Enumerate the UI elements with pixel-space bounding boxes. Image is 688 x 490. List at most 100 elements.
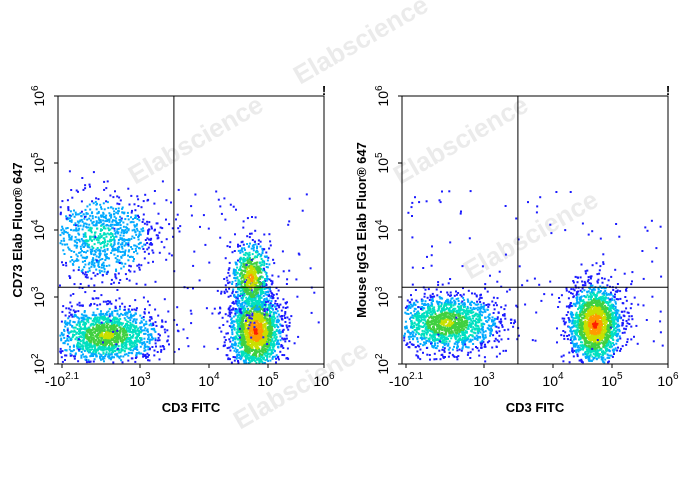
event-dot	[150, 334, 153, 337]
event-dot	[261, 259, 264, 262]
event-dot	[121, 329, 124, 332]
event-dot	[134, 214, 137, 217]
event-dot	[129, 349, 132, 351]
event-dot	[277, 313, 280, 316]
event-dot	[233, 359, 236, 362]
event-dot	[258, 337, 261, 340]
event-dot	[77, 229, 80, 232]
event-dot	[226, 245, 229, 248]
event-dot	[255, 345, 258, 348]
event-dot	[263, 340, 266, 343]
event-dot	[131, 357, 134, 360]
event-dot	[144, 332, 147, 335]
event-dot	[235, 296, 238, 299]
event-dot	[231, 280, 234, 283]
event-dot	[94, 339, 97, 342]
event-dot	[114, 345, 117, 348]
event-dot	[286, 306, 289, 309]
event-dot	[248, 273, 250, 276]
event-dot	[286, 301, 288, 304]
event-dot	[123, 336, 126, 339]
event-dot	[248, 324, 251, 327]
event-dot	[106, 218, 109, 221]
event-dot	[117, 228, 120, 230]
event-dot	[95, 268, 98, 271]
event-dot	[142, 227, 144, 230]
event-dot	[148, 324, 151, 327]
event-dot	[150, 317, 153, 320]
event-dot	[116, 331, 119, 334]
event-dot	[88, 350, 91, 353]
event-dot	[106, 271, 109, 274]
event-dot	[233, 277, 236, 279]
event-dot	[247, 258, 250, 261]
event-dot	[257, 279, 260, 282]
event-dot	[80, 351, 83, 353]
event-dot	[241, 341, 244, 343]
event-dot	[104, 259, 107, 261]
event-dot	[114, 332, 117, 335]
event-dot	[267, 341, 270, 344]
event-dot	[86, 330, 89, 333]
event-dot	[242, 296, 244, 299]
event-dot	[260, 341, 263, 344]
event-dot	[130, 340, 133, 343]
event-dot	[285, 283, 288, 285]
event-dot	[111, 336, 114, 339]
event-dot	[119, 243, 122, 246]
event-dot	[242, 291, 245, 294]
event-dot	[91, 353, 94, 356]
event-dot	[236, 333, 239, 336]
event-dot	[224, 284, 227, 287]
event-dot	[244, 300, 247, 302]
event-dot	[63, 328, 65, 331]
event-dot	[249, 277, 252, 280]
event-dot	[256, 316, 259, 319]
event-dot	[114, 219, 117, 222]
event-dot	[245, 314, 248, 317]
event-dot	[233, 302, 235, 305]
event-dot	[102, 212, 105, 215]
event-dot	[288, 220, 291, 223]
event-dot	[265, 291, 268, 293]
event-dot	[178, 230, 181, 233]
event-dot	[227, 295, 230, 298]
event-dot	[107, 310, 110, 313]
event-dot	[268, 345, 271, 348]
event-dot	[147, 230, 150, 232]
event-dot	[249, 267, 251, 270]
event-dot	[82, 331, 85, 334]
event-dot	[252, 301, 255, 304]
event-dot	[84, 291, 87, 294]
event-dot	[246, 290, 249, 293]
event-dot	[249, 338, 252, 341]
event-dot	[258, 310, 261, 313]
marker-left: !	[322, 83, 326, 98]
event-dot	[253, 297, 256, 299]
event-dot	[111, 223, 114, 226]
event-dot	[105, 187, 108, 190]
event-dot	[160, 240, 163, 243]
event-dot	[74, 240, 77, 243]
event-dot	[70, 250, 73, 252]
event-dot	[259, 320, 261, 323]
event-dot	[92, 351, 95, 354]
event-dot	[97, 212, 100, 214]
event-dot	[249, 279, 252, 282]
event-dot	[139, 328, 142, 330]
event-dot	[104, 241, 107, 243]
event-dot	[117, 333, 120, 336]
event-dot	[265, 266, 268, 268]
event-dot	[163, 328, 166, 331]
event-dot	[258, 253, 261, 256]
event-dot	[158, 358, 161, 361]
event-dot	[239, 292, 242, 295]
event-dot	[113, 223, 116, 226]
event-dot	[119, 336, 121, 339]
event-dot	[240, 325, 243, 328]
event-dot	[452, 304, 455, 307]
event-dot	[103, 248, 106, 251]
event-dot	[94, 335, 97, 338]
